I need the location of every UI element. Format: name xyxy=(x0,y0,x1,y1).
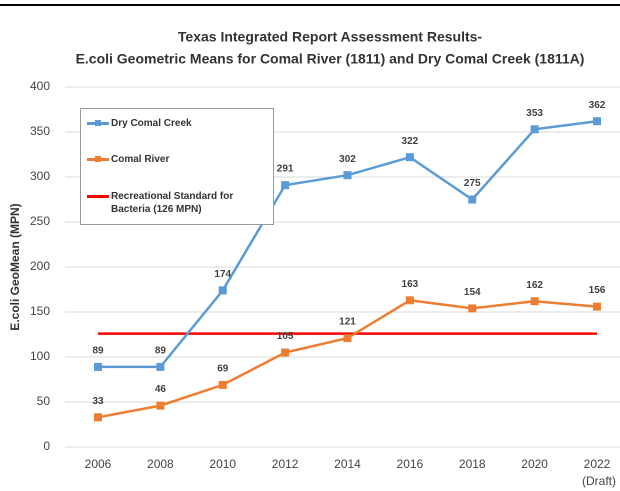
legend-swatch xyxy=(87,195,109,198)
x-tick-label: 2016 xyxy=(397,457,424,471)
y-tick-label: 250 xyxy=(30,214,50,228)
chart-title: Texas Integrated Report Assessment Resul… xyxy=(178,29,483,45)
data-label: 105 xyxy=(277,331,294,342)
data-label: 46 xyxy=(155,384,167,395)
legend-item: Dry Comal Creek xyxy=(87,117,261,130)
x-tick-label: 2010 xyxy=(209,457,236,471)
marker xyxy=(156,362,165,371)
data-label: 291 xyxy=(277,164,294,175)
marker xyxy=(281,348,290,357)
y-tick-label: 150 xyxy=(30,304,50,318)
legend-marker xyxy=(95,120,101,126)
y-tick-label: 400 xyxy=(30,79,50,93)
data-label: 275 xyxy=(464,178,481,189)
marker xyxy=(218,380,227,389)
x-tick-label: 2020 xyxy=(521,457,548,471)
chart-subtitle: E.coli Geometric Means for Comal River (… xyxy=(76,51,585,67)
x-tick-label: 2022 xyxy=(584,457,611,471)
x-tick-label: 2006 xyxy=(85,457,112,471)
y-tick-label: 100 xyxy=(30,349,50,363)
legend-label: Dry Comal Creek xyxy=(111,118,192,129)
y-tick-label: 50 xyxy=(37,394,51,408)
y-tick-label: 0 xyxy=(43,439,50,453)
data-label: 154 xyxy=(464,287,481,298)
marker xyxy=(405,153,414,162)
legend-swatch xyxy=(87,120,109,126)
marker xyxy=(281,181,290,190)
legend-item: Recreational Standard for Bacteria (126 … xyxy=(87,190,261,216)
marker xyxy=(530,125,539,134)
marker xyxy=(156,401,165,410)
legend-label: Recreational Standard for Bacteria (126 … xyxy=(111,191,234,215)
data-label: 162 xyxy=(526,280,543,291)
y-tick-label: 300 xyxy=(30,169,50,183)
data-label: 163 xyxy=(402,279,419,290)
data-label: 174 xyxy=(214,269,231,280)
data-label: 69 xyxy=(217,364,229,375)
marker xyxy=(468,304,477,313)
data-label: 89 xyxy=(155,346,167,357)
data-label: 89 xyxy=(92,346,104,357)
data-label: 302 xyxy=(339,154,356,165)
marker xyxy=(593,117,601,126)
legend-marker xyxy=(95,156,101,162)
x-tick-label: 2012 xyxy=(272,457,299,471)
data-label: 322 xyxy=(402,136,419,147)
data-label: 362 xyxy=(589,100,606,111)
marker xyxy=(405,296,414,305)
x-tick-label: 2014 xyxy=(334,457,361,471)
data-label: 33 xyxy=(92,396,104,407)
marker xyxy=(530,297,539,306)
x-tick-label: 2018 xyxy=(459,457,486,471)
marker xyxy=(343,171,352,180)
data-label: 156 xyxy=(589,285,606,296)
x-tick-label: 2008 xyxy=(147,457,174,471)
data-label: 353 xyxy=(526,108,543,119)
y-axis-label: E.coli GeoMean (MPN) xyxy=(8,203,22,330)
marker xyxy=(218,286,227,295)
marker xyxy=(94,413,102,422)
marker xyxy=(94,362,102,371)
marker xyxy=(468,195,477,204)
marker xyxy=(343,334,352,343)
x-tick-note: (Draft) xyxy=(582,474,616,488)
legend: Dry Comal Creek Comal River Recreational S… xyxy=(80,108,274,225)
legend-swatch xyxy=(87,156,109,162)
marker xyxy=(593,302,601,311)
data-label: 121 xyxy=(339,317,356,328)
legend-item: Comal River xyxy=(87,153,261,166)
legend-label: Comal River xyxy=(111,154,170,165)
y-tick-label: 200 xyxy=(30,259,50,273)
y-tick-label: 350 xyxy=(30,124,50,138)
